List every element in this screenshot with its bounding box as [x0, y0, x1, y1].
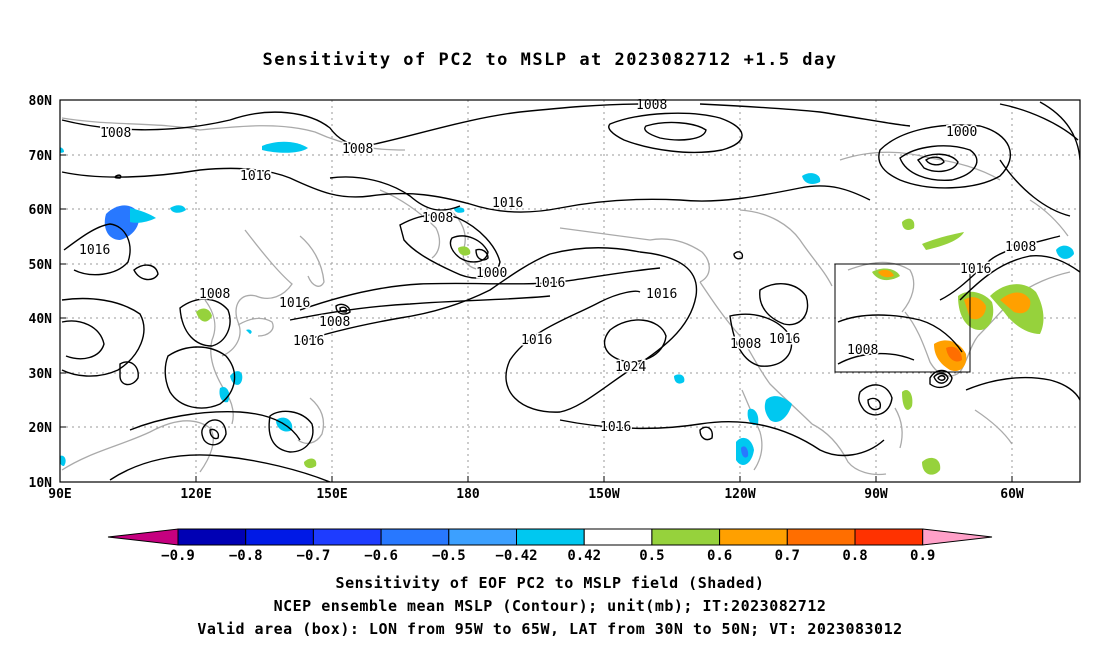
graticule	[60, 100, 1080, 482]
colorbar-tick-label: −0.8	[229, 548, 263, 564]
caption-valid-area: Valid area (box): LON from 95W to 65W, L…	[197, 620, 903, 638]
axis-ticks	[60, 99, 1013, 482]
colorbar-tick-label: 0.5	[639, 548, 664, 564]
isobar-label-1016-rockies: 1016	[769, 332, 800, 347]
colorbar-segment	[786, 528, 856, 546]
isobar-label-1016-canada: 1016	[960, 262, 991, 277]
lon-label-120e: 120E	[180, 487, 211, 502]
map-frame	[59, 99, 1081, 483]
lon-label-150w: 150W	[588, 487, 619, 502]
colorbar-segment	[380, 528, 450, 546]
colorbar-tick-label: −0.42	[495, 548, 537, 564]
isobar-label-1000-arctic-low: 1000	[946, 125, 977, 140]
lat-label-30n: 30N	[29, 367, 53, 382]
isobar-label-1024-high: 1024	[615, 360, 646, 375]
contour-labels: 1008 1008 1008 1000 1016 1016 1016 1008 …	[78, 97, 1038, 437]
colorbar-segment	[854, 528, 924, 546]
lat-label-10n: 10N	[29, 476, 53, 491]
lon-label-90w: 90W	[864, 487, 888, 502]
colorbar-tick-label: −0.9	[161, 548, 195, 564]
sensitivity-shading	[60, 141, 1074, 475]
colorbar-segment	[651, 528, 721, 546]
colorbar-segment	[583, 528, 653, 546]
lon-label-180: 180	[456, 487, 480, 502]
isobar-label-1008-west: 1008	[100, 126, 131, 141]
lon-label-90e: 90E	[48, 487, 71, 502]
isobar-label-1000-bering-low: 1000	[476, 266, 507, 281]
isobar-label-1016-west-pacific: 1016	[293, 334, 324, 349]
lat-label-40n: 40N	[29, 312, 53, 327]
colorbar-tick-label: 0.9	[910, 548, 935, 564]
isobar-label-1008-arctic: 1008	[342, 142, 373, 157]
colorbar-segment	[448, 528, 517, 546]
caption-contours: NCEP ensemble mean MSLP (Contour); unit(…	[273, 597, 827, 615]
colorbar-tick-label: 0.42	[567, 548, 601, 564]
isobar-label-1016-arctic: 1016	[492, 196, 523, 211]
colorbar-tick-label: 0.6	[707, 548, 732, 564]
colorbar-tick-label: 0.8	[842, 548, 867, 564]
colorbar-segment	[516, 528, 585, 546]
isobar-label-1016-central-pacific: 1016	[534, 276, 565, 291]
isobar-label-1008-kuril: 1008	[319, 315, 350, 330]
colorbar-arrow-max	[922, 528, 993, 546]
isobar-label-1016-east-pacific: 1016	[646, 287, 677, 302]
isobar-label-1008-japan: 1008	[199, 287, 230, 302]
latitude-labels: 80N 70N 60N 50N 40N 30N 20N 10N	[29, 94, 53, 491]
mslp-contours	[61, 101, 1080, 482]
colorbar: −0.9 −0.8 −0.7 −0.6 −0.5 −0.42 0.42 0.5 0.6 0.7 0.…	[107, 528, 993, 564]
isobar-label-1008-bering: 1008	[422, 211, 453, 226]
lat-label-20n: 20N	[29, 421, 53, 436]
isobar-label-1016-siberia: 1016	[240, 169, 271, 184]
isobar-label-1008-mexico: 1008	[730, 337, 761, 352]
lat-label-70n: 70N	[29, 149, 53, 164]
valid-area-box	[834, 263, 971, 373]
isobar-label-1008-atlantic: 1008	[1005, 240, 1036, 255]
map-title: Sensitivity of PC2 to MSLP at 2023082712…	[262, 50, 838, 70]
longitude-labels: 90E 120E 150E 180 150W 120W 90W 60W	[48, 487, 1024, 502]
isobar-label-1016-kamchatka: 1016	[279, 296, 310, 311]
colorbar-tick-label: −0.5	[432, 548, 466, 564]
lat-label-50n: 50N	[29, 258, 53, 273]
lon-label-150e: 150E	[316, 487, 347, 502]
colorbar-segment	[245, 528, 314, 546]
caption-shading: Sensitivity of EOF PC2 to MSLP field (Sh…	[335, 574, 765, 592]
isobar-label-1016-pacific-high: 1016	[521, 333, 552, 348]
colorbar-segment	[719, 528, 788, 546]
colorbar-tick-label: 0.7	[775, 548, 800, 564]
colorbar-tick-label: −0.7	[297, 548, 331, 564]
isobar-label-1016-asia: 1016	[79, 243, 110, 258]
lon-label-120w: 120W	[724, 487, 755, 502]
colorbar-segment	[177, 528, 247, 546]
isobar-label-1008-gulf: 1008	[847, 343, 878, 358]
lat-label-80n: 80N	[29, 94, 53, 109]
isobar-label-1016-subtropics: 1016	[600, 420, 631, 435]
colorbar-segment	[312, 528, 382, 546]
isobar-label-1008-top: 1008	[636, 98, 667, 113]
lon-label-60w: 60W	[1000, 487, 1024, 502]
colorbar-arrow-min	[107, 528, 179, 546]
lat-label-60n: 60N	[29, 203, 53, 218]
colorbar-tick-label: −0.6	[364, 548, 398, 564]
